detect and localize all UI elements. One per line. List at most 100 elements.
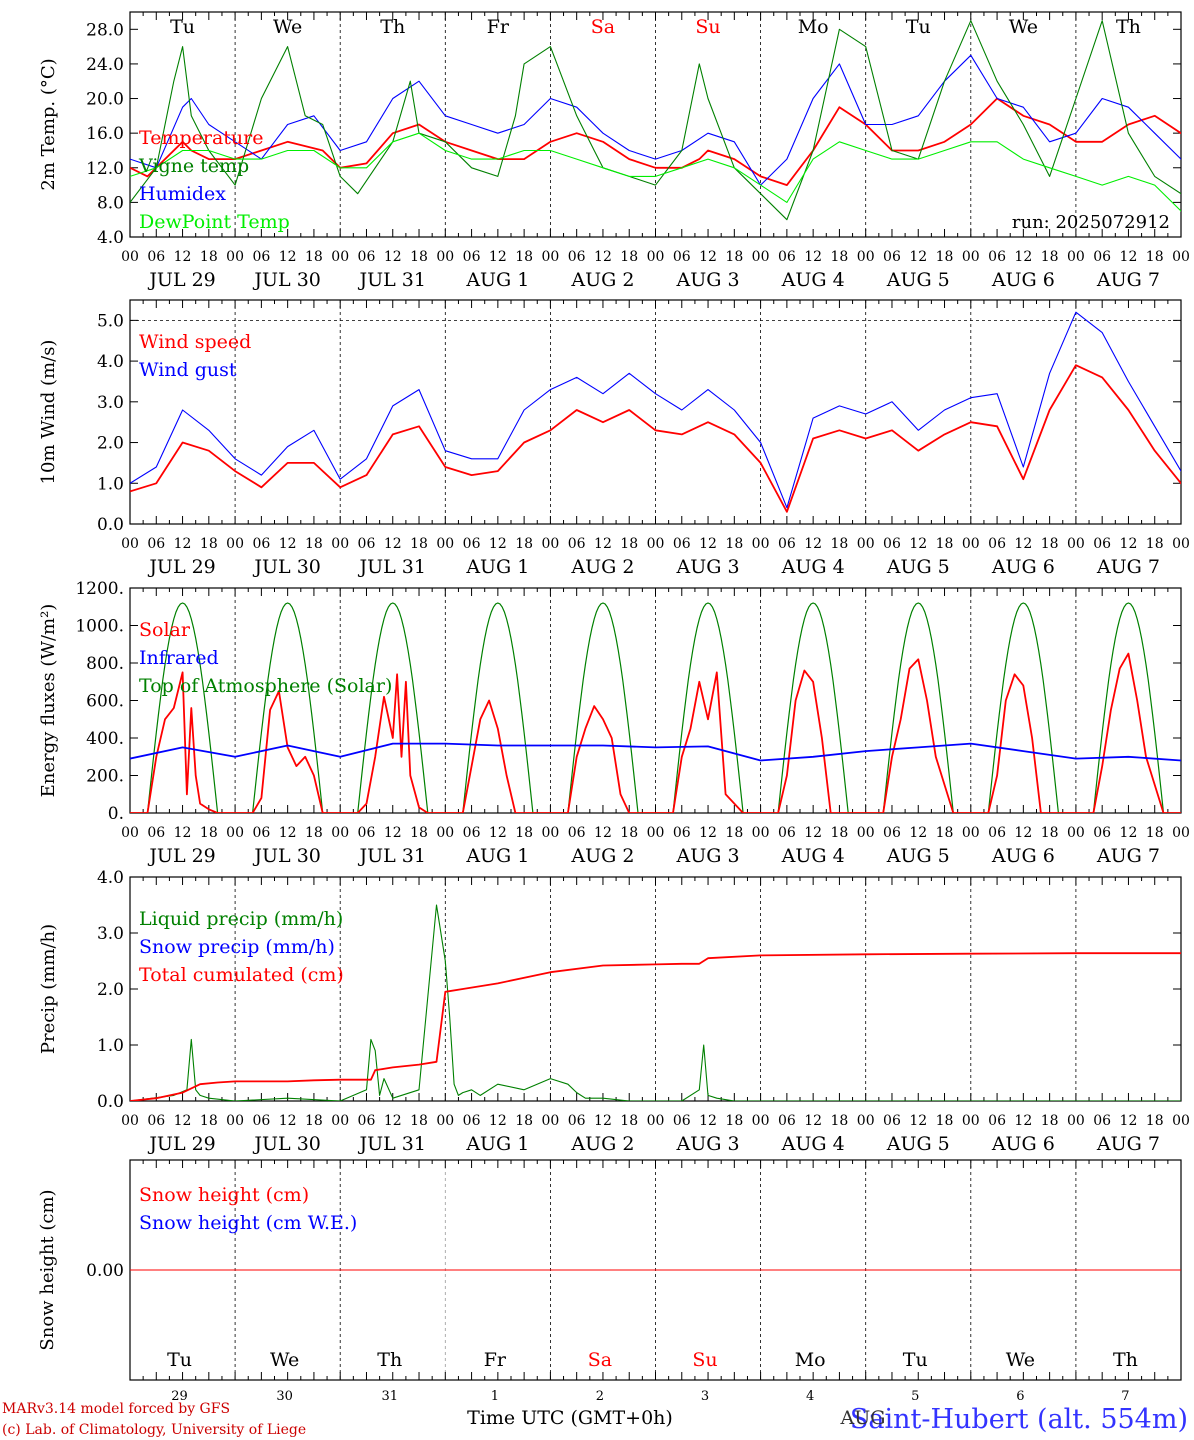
hour-label: 18 [936,825,954,841]
hour-label: 00 [1172,1113,1190,1129]
hour-label: 00 [647,249,665,265]
y-tick-label: 16.0 [86,124,124,144]
hour-label: 12 [1120,249,1138,265]
day-name-label: Su [695,16,720,38]
y-tick-label: 0.0 [97,1092,124,1112]
hour-label: 12 [489,536,507,552]
panel-4: 0.0 1.0 2.0 3.0 4.0 Precip (mm/h) 00 06 12 18 JUL … [38,868,1190,1155]
hour-label: 12 [384,536,402,552]
hour-label: 12 [594,1113,612,1129]
y-tick-label: 600. [86,692,124,712]
hour-label: 18 [410,1113,428,1129]
hour-label: 12 [1120,1113,1138,1129]
y-tick-label: 24.0 [86,55,124,75]
date-label: AUG 6 [991,1133,1055,1155]
hour-label: 06 [358,536,376,552]
hour-label: 12 [1014,536,1032,552]
hour-label: 12 [384,249,402,265]
day-number-label: 2 [596,1389,604,1404]
hour-label: 06 [778,536,796,552]
hour-label: 00 [1172,249,1190,265]
hour-label: 00 [857,825,875,841]
legend-entry: Snow height (cm W.E.) [139,1212,357,1234]
hour-label: 18 [200,249,218,265]
date-label: AUG 4 [781,556,845,578]
date-label: AUG 7 [1096,845,1160,867]
hour-label: 06 [988,536,1006,552]
day-number-label: 6 [1016,1389,1024,1404]
hour-label: 00 [541,1113,559,1129]
hour-label: 18 [936,536,954,552]
y-tick-label: 2.0 [97,434,124,454]
hour-label: 12 [384,1113,402,1129]
hour-label: 12 [174,825,192,841]
hour-label: 18 [200,536,218,552]
hour-label: 06 [252,1113,270,1129]
day-name-label: Mo [798,16,829,38]
hour-label: 06 [1093,1113,1111,1129]
hour-label: 00 [962,536,980,552]
day-name-label: Su [692,1349,717,1371]
legend-entry: Liquid precip (mm/h) [139,908,343,930]
hour-label: 18 [410,249,428,265]
hour-label: 18 [620,536,638,552]
hour-label: 18 [831,825,849,841]
y-tick-label: 5.0 [97,311,124,331]
date-label: AUG 3 [676,269,740,291]
hour-label: 18 [936,1113,954,1129]
hour-label: 12 [279,536,297,552]
series-group [130,904,1181,1101]
series-line-top-of-atmosphere [130,602,1181,813]
hour-label: 18 [725,249,743,265]
y-tick-label: 4.0 [97,228,124,248]
series-line-infrared [130,742,1181,762]
date-label: AUG 6 [991,845,1055,867]
day-name-label: We [1009,16,1038,38]
hour-label: 18 [305,249,323,265]
day-number-label: 1 [491,1389,499,1404]
hour-label: 06 [358,825,376,841]
hour-label: 00 [1172,825,1190,841]
legend-entry: Total cumulated (cm) [139,964,344,986]
plot-frame [129,299,1182,525]
hour-label: 12 [279,249,297,265]
y-tick-label: 0.0 [97,515,124,535]
plot-frame [129,587,1182,814]
hour-label: 06 [147,536,165,552]
hour-label: 06 [673,536,691,552]
hour-label: 00 [962,1113,980,1129]
date-label: JUL 31 [358,269,426,291]
panel-3: 0. 200. 400. 600. 800. 1000. 1200. Energy fluxe… [38,579,1190,867]
hour-label: 12 [1014,249,1032,265]
y-tick-label: 2.0 [97,980,124,1000]
hour-label: 12 [1120,536,1138,552]
legend-entry: Snow height (cm) [139,1184,309,1206]
hour-label: 18 [831,249,849,265]
legend-entry: Top of Atmosphere (Solar) [139,675,392,697]
hour-label: 00 [436,536,454,552]
date-label: AUG 7 [1096,269,1160,291]
hour-label: 12 [909,1113,927,1129]
y-axis-label: 10m Wind (m/s) [38,340,59,485]
hour-label: 00 [226,825,244,841]
hour-label: 12 [909,536,927,552]
hour-label: 06 [883,249,901,265]
hour-label: 12 [594,249,612,265]
date-label: AUG 6 [991,269,1055,291]
panel-5: 0.00 Snow height (cm) Tu We Th Fr Sa Su Mo Tu We Th… [37,1159,1182,1404]
hour-label: 06 [883,1113,901,1129]
date-label: JUL 30 [252,269,320,291]
hour-label: 00 [331,825,349,841]
hour-label: 18 [936,249,954,265]
day-name-label: We [273,16,302,38]
hour-label: 18 [1041,249,1059,265]
hour-label: 06 [147,1113,165,1129]
date-label: AUG 5 [886,845,950,867]
panel-1: 4.0 8.0 12.0 16.0 20.0 24.0 28.0 2m Temp. (°C) 0… [38,11,1190,291]
y-tick-label: 8.0 [97,193,124,213]
hour-label: 12 [699,249,717,265]
hour-label: 00 [436,249,454,265]
date-label: AUG 3 [676,1133,740,1155]
model-credit: MARv3.14 model forced by GFS [2,1401,230,1417]
hour-label: 12 [804,536,822,552]
